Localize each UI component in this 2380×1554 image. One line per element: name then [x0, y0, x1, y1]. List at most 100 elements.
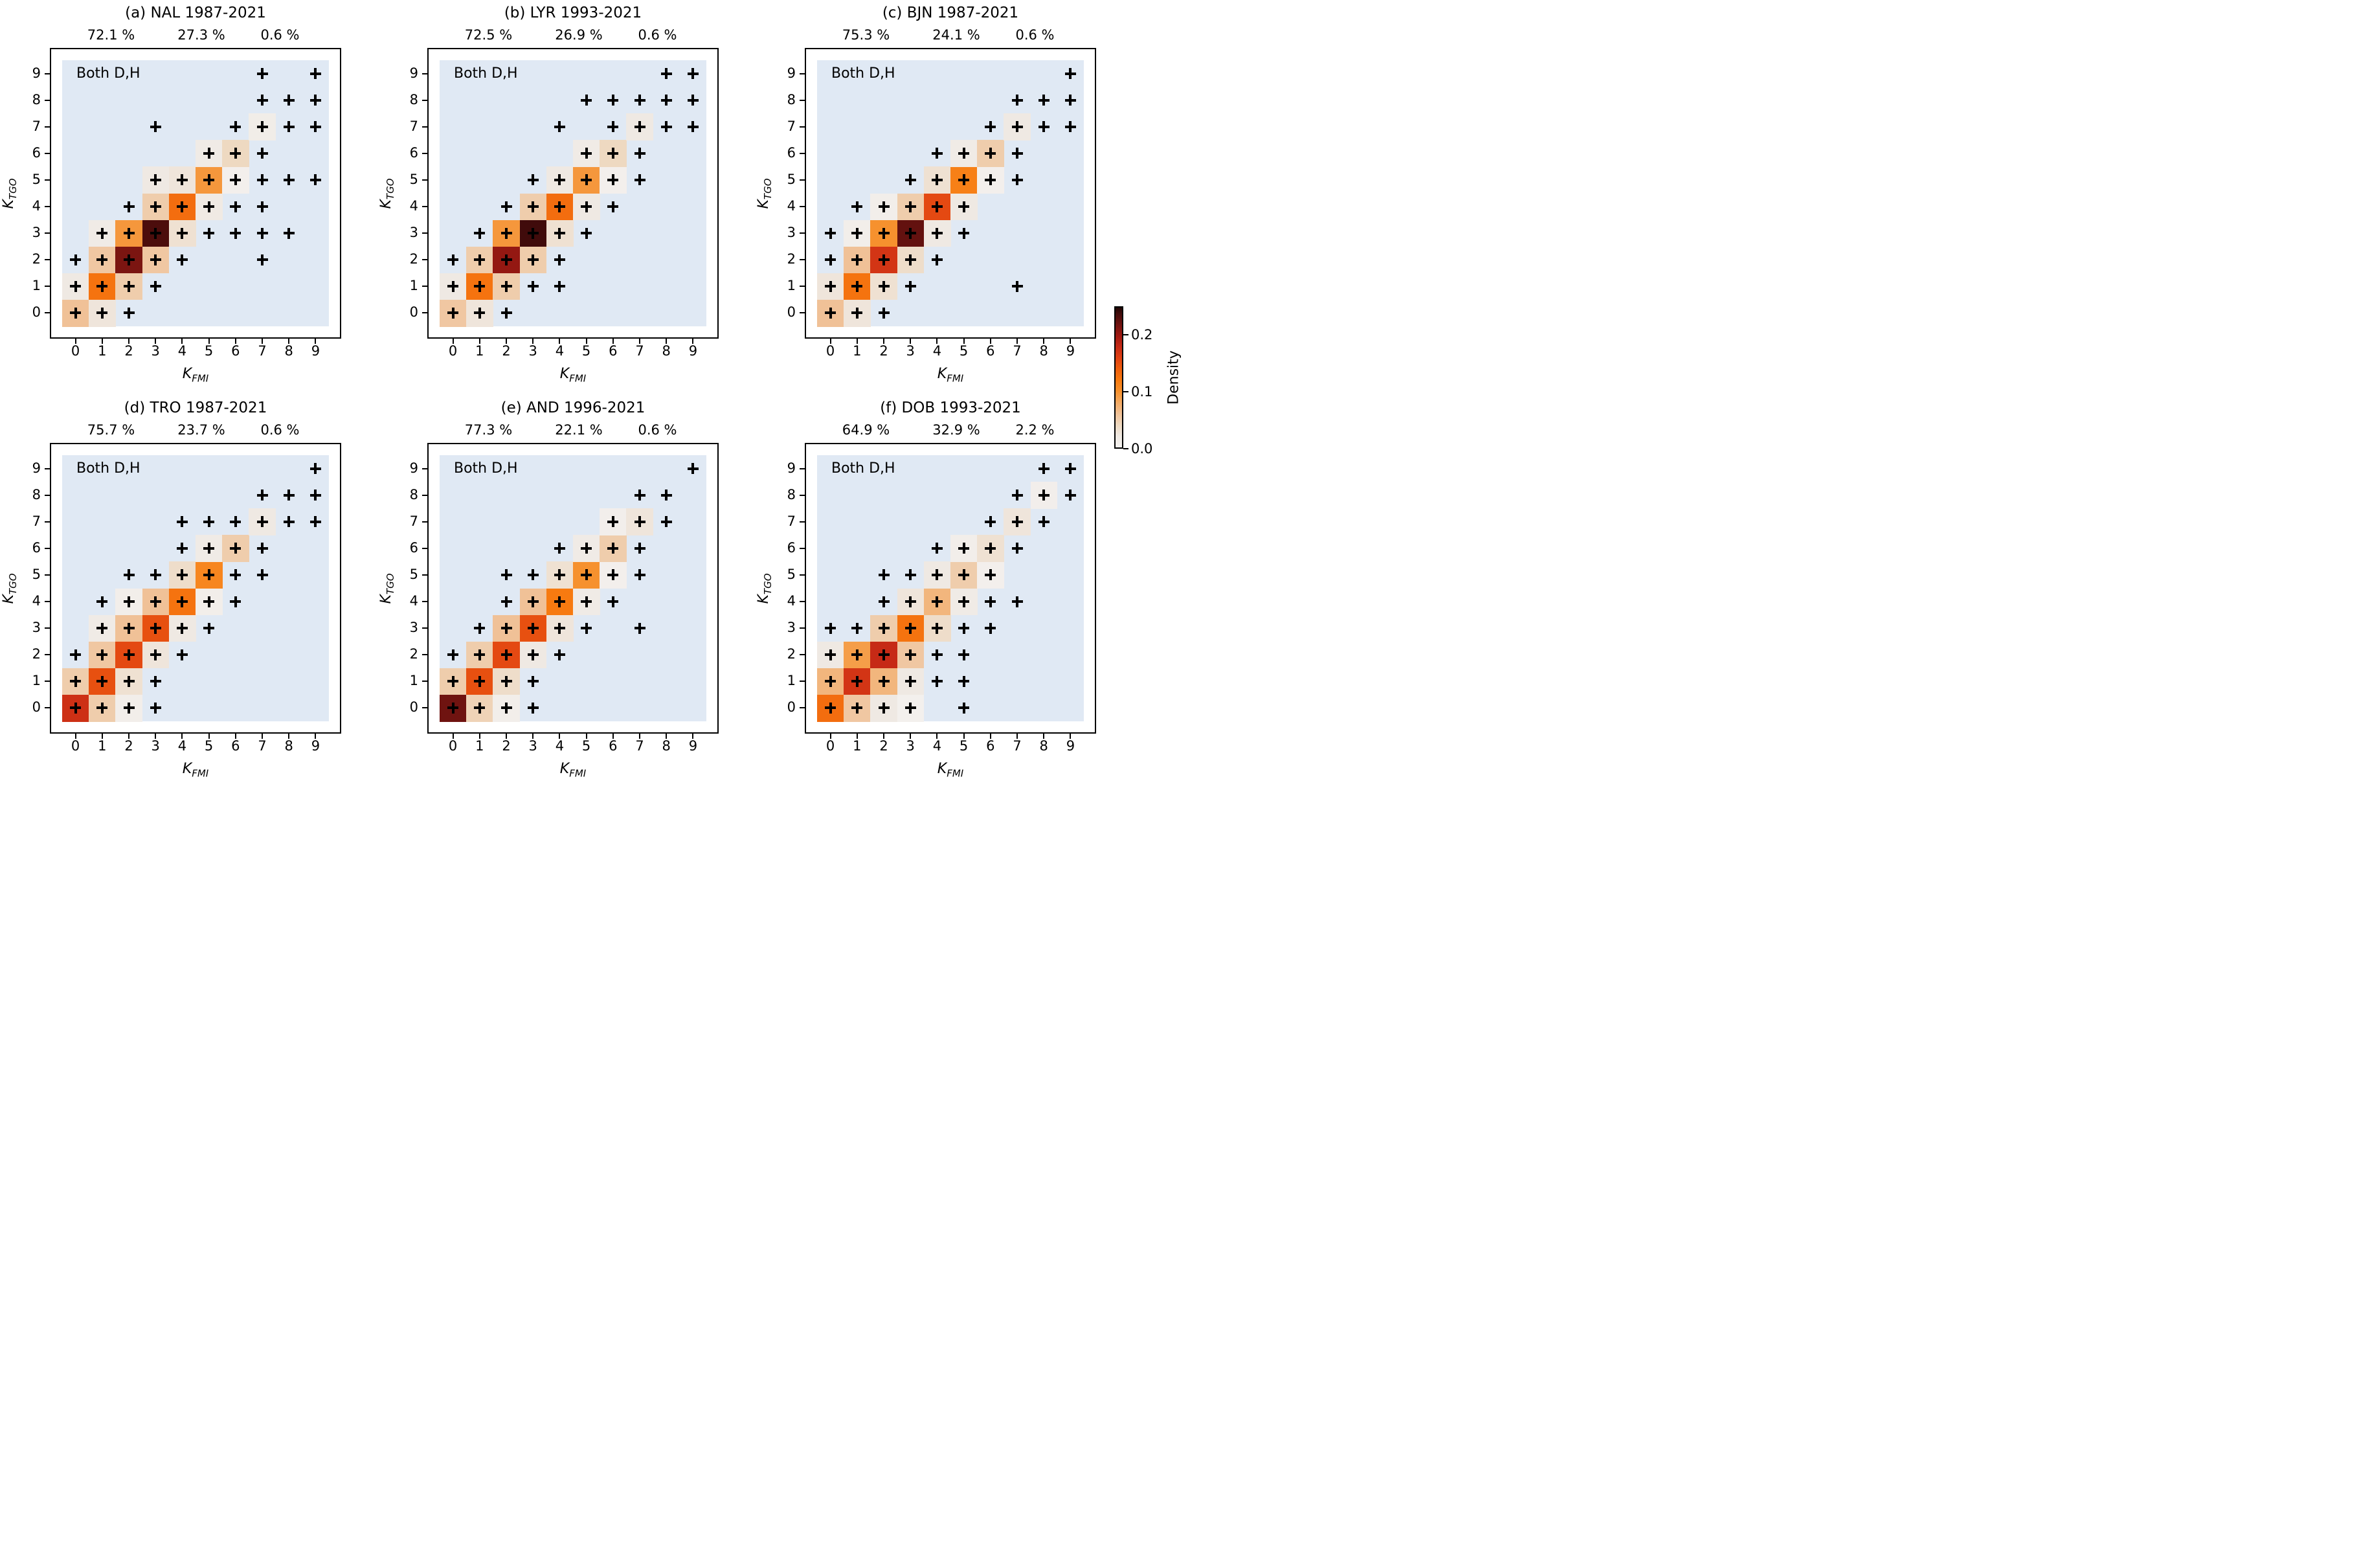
- y-tick-label: 8: [32, 91, 41, 107]
- data-marker-plus: [825, 227, 836, 239]
- panel-f-axes: Both D,H: [805, 443, 1096, 734]
- data-marker-plus: [527, 201, 539, 212]
- data-marker-plus: [660, 95, 672, 106]
- y-tick-label: 6: [32, 144, 41, 161]
- y-tick-label: 2: [787, 251, 796, 267]
- x-tick-mark: [936, 339, 938, 344]
- data-marker-plus: [527, 569, 539, 581]
- data-marker-plus: [203, 201, 215, 212]
- x-tick-mark: [532, 734, 534, 739]
- y-tick-label: 9: [32, 65, 41, 81]
- data-marker-plus: [527, 702, 539, 714]
- data-marker-plus: [985, 596, 996, 607]
- data-marker-plus: [309, 121, 321, 133]
- x-tick-label: 2: [124, 738, 133, 754]
- data-marker-plus: [1064, 490, 1076, 501]
- y-tick-mark: [422, 99, 427, 101]
- data-marker-plus: [256, 174, 268, 186]
- data-marker-plus: [904, 702, 916, 714]
- data-marker-plus: [474, 649, 486, 660]
- x-tick-mark: [559, 734, 561, 739]
- data-marker-plus: [634, 148, 646, 159]
- data-marker-plus: [150, 569, 161, 581]
- data-marker-plus: [256, 254, 268, 265]
- data-marker-plus: [581, 543, 592, 554]
- data-marker-plus: [309, 463, 321, 475]
- data-marker-plus: [500, 649, 512, 660]
- data-marker-plus: [527, 174, 539, 186]
- y-tick-label: 6: [409, 144, 418, 161]
- data-marker-plus: [660, 516, 672, 528]
- x-tick-mark: [612, 339, 614, 344]
- x-tick-label: 7: [1013, 343, 1022, 359]
- x-tick-label: 1: [853, 738, 862, 754]
- y-tick-mark: [45, 707, 50, 709]
- data-marker-plus: [931, 569, 943, 581]
- x-tick-mark: [1070, 734, 1072, 739]
- x-tick-label: 5: [959, 738, 969, 754]
- x-tick-label: 4: [177, 738, 187, 754]
- x-tick-label: 0: [825, 343, 835, 359]
- x-tick-mark: [963, 339, 965, 344]
- panel-a-percentage-1: 72.1 %: [87, 27, 135, 43]
- data-marker-plus: [1011, 95, 1023, 106]
- y-tick-label: 4: [409, 593, 418, 609]
- y-tick-label: 7: [409, 118, 418, 134]
- data-marker-plus: [985, 516, 996, 528]
- data-marker-plus: [1038, 490, 1050, 501]
- y-tick-mark: [800, 259, 805, 261]
- data-marker-plus: [447, 649, 459, 660]
- x-tick-mark: [989, 339, 991, 344]
- colorbar-tick-mark: [1123, 334, 1128, 335]
- data-marker-plus: [825, 649, 836, 660]
- data-marker-plus: [985, 543, 996, 554]
- x-axis-label: KFMI: [937, 761, 964, 777]
- x-tick-label: 7: [258, 343, 267, 359]
- y-tick-mark: [45, 627, 50, 629]
- y-tick-mark: [45, 206, 50, 208]
- x-tick-label: 0: [448, 343, 458, 359]
- data-marker-plus: [447, 307, 459, 319]
- y-tick-label: 0: [32, 699, 41, 715]
- x-tick-label: 5: [959, 343, 969, 359]
- panel-b-title: (b) LYR 1993-2021: [504, 5, 642, 21]
- y-tick-label: 8: [409, 486, 418, 502]
- data-marker-plus: [70, 254, 82, 265]
- x-tick-label: 6: [609, 738, 618, 754]
- x-tick-mark: [829, 339, 831, 344]
- data-marker-plus: [878, 227, 890, 239]
- x-tick-label: 2: [879, 343, 888, 359]
- x-tick-label: 3: [528, 738, 537, 754]
- data-marker-plus: [309, 516, 321, 528]
- x-tick-label: 3: [151, 343, 160, 359]
- data-marker-plus: [607, 95, 619, 106]
- data-marker-plus: [931, 174, 943, 186]
- data-marker-plus: [660, 121, 672, 133]
- y-tick-label: 3: [32, 620, 41, 636]
- y-tick-mark: [800, 627, 805, 629]
- x-tick-mark: [1016, 339, 1018, 344]
- panel-a-axes: Both D,H: [50, 48, 341, 339]
- data-marker-plus: [825, 307, 836, 319]
- data-marker-plus: [176, 516, 188, 528]
- data-marker-plus: [309, 95, 321, 106]
- y-axis-label: KTGO: [377, 177, 397, 209]
- data-marker-plus: [687, 95, 699, 106]
- data-marker-plus: [554, 280, 565, 292]
- data-marker-plus: [1064, 68, 1076, 80]
- x-tick-label: 7: [258, 738, 267, 754]
- data-marker-plus: [123, 622, 135, 634]
- data-marker-plus: [176, 649, 188, 660]
- x-tick-label: 6: [986, 738, 995, 754]
- data-marker-plus: [634, 543, 646, 554]
- data-marker-plus: [1064, 121, 1076, 133]
- data-marker-plus: [474, 702, 486, 714]
- data-marker-plus: [176, 569, 188, 581]
- x-tick-mark: [883, 734, 884, 739]
- data-marker-plus: [904, 596, 916, 607]
- data-marker-plus: [931, 596, 943, 607]
- y-tick-label: 6: [32, 539, 41, 556]
- data-marker-plus: [256, 490, 268, 501]
- x-tick-mark: [452, 339, 454, 344]
- data-marker-plus: [581, 622, 592, 634]
